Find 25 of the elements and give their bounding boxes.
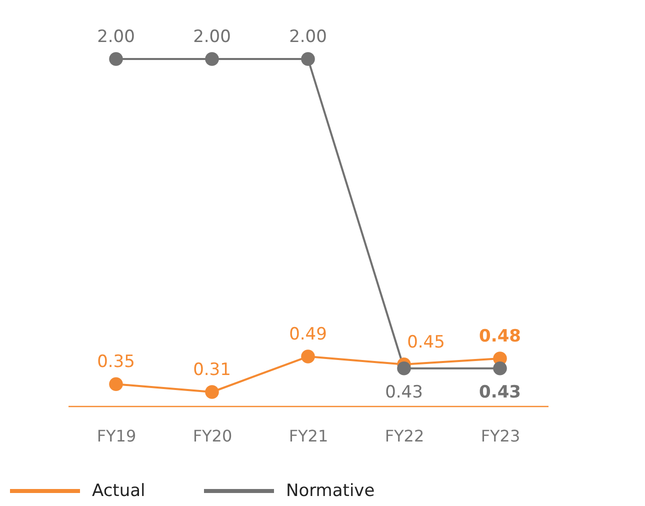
point xyxy=(109,377,123,391)
point xyxy=(301,350,315,364)
point xyxy=(301,52,315,66)
data-label: 0.48 xyxy=(479,326,521,347)
x-tick-label: FY19 xyxy=(96,426,136,446)
x-tick-label: FY23 xyxy=(480,426,520,446)
data-label: 2.00 xyxy=(97,27,135,47)
data-label: 2.00 xyxy=(289,27,327,47)
point xyxy=(397,361,411,376)
x-tick-label: FY20 xyxy=(192,426,232,446)
point xyxy=(205,385,219,399)
point xyxy=(493,361,507,376)
data-label: 0.35 xyxy=(97,352,135,372)
legend-label: Actual xyxy=(92,481,146,501)
data-label: 0.45 xyxy=(407,332,445,352)
point xyxy=(109,52,123,66)
data-label: 0.43 xyxy=(385,382,423,402)
legend-label: Normative xyxy=(286,481,375,501)
x-tick-label: FY21 xyxy=(288,426,328,446)
data-label: 0.43 xyxy=(479,382,521,402)
point xyxy=(205,52,219,66)
data-label: 0.31 xyxy=(193,360,231,380)
data-label: 2.00 xyxy=(193,27,231,47)
data-label: 0.49 xyxy=(289,324,327,345)
x-tick-label: FY22 xyxy=(384,426,424,446)
